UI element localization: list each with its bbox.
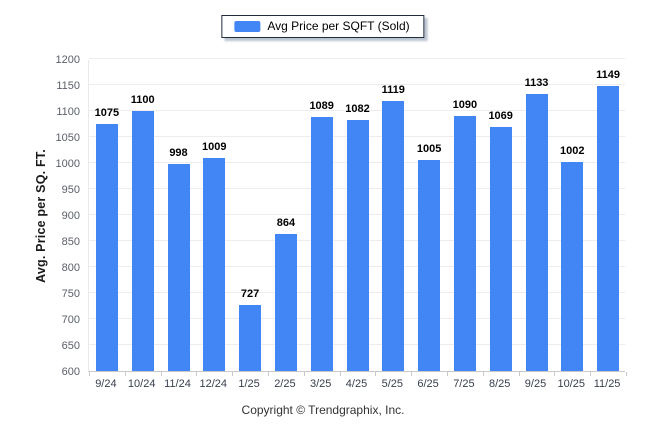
x-tick-label: 9/24 <box>95 378 117 390</box>
y-tick-label: 700 <box>61 314 80 326</box>
legend-swatch <box>234 20 261 32</box>
x-axis-tick <box>411 372 412 376</box>
bar <box>239 304 262 371</box>
y-tick-label: 1000 <box>55 158 80 170</box>
bar <box>489 127 512 371</box>
bar <box>418 160 441 371</box>
x-axis-tick <box>519 372 520 376</box>
bar-value-label: 1082 <box>345 103 370 116</box>
bar <box>525 93 548 371</box>
x-tick-label: 11/25 <box>593 378 621 390</box>
x-axis-tick <box>161 372 162 376</box>
x-tick-label: 8/25 <box>488 378 511 390</box>
legend-label: Avg Price per SQFT (Sold) <box>267 19 410 33</box>
y-tick-label: 1050 <box>55 132 80 144</box>
x-axis-tick <box>447 372 448 376</box>
gridline <box>89 84 625 85</box>
bar-value-label: 1075 <box>94 107 120 119</box>
y-tick-label: 950 <box>61 184 80 196</box>
x-tick-label: 7/25 <box>453 378 475 390</box>
x-tick-label: 9/25 <box>524 378 547 390</box>
x-axis-tick <box>590 372 591 376</box>
bar-value-label: 1009 <box>202 141 227 154</box>
x-tick-label: 6/25 <box>417 378 439 390</box>
x-tick-label: 12/24 <box>199 378 228 390</box>
x-tick-label: 5/25 <box>381 378 403 390</box>
y-tick-label: 900 <box>61 210 80 222</box>
bar-value-label: 1069 <box>488 110 513 123</box>
bar <box>310 116 333 371</box>
y-tick-label: 850 <box>61 236 80 248</box>
bar <box>453 116 476 371</box>
copyright-text: Copyright © Trendgraphix, Inc. <box>241 403 405 417</box>
plot-area: 1075 1100 998 1009 727 864 1089 1082 1119 1005 109… <box>88 58 627 376</box>
gridline <box>89 58 625 59</box>
x-axis-tick <box>268 372 269 376</box>
x-axis-tick <box>626 372 627 376</box>
x-tick-label: 4/25 <box>345 378 368 390</box>
x-tick-label: 2/25 <box>274 378 296 390</box>
x-tick-label: 10/24 <box>127 378 156 390</box>
bar <box>346 120 369 371</box>
y-tick-label: 750 <box>61 288 80 300</box>
gridline <box>89 110 625 111</box>
bar <box>203 158 226 371</box>
y-tick-label: 1200 <box>55 54 80 66</box>
x-axis-tick <box>483 372 484 376</box>
x-axis-tick <box>89 372 90 376</box>
bar <box>274 233 297 371</box>
bar-value-label: 1090 <box>452 99 478 112</box>
y-tick-label: 650 <box>61 340 80 352</box>
x-axis-tick <box>554 372 555 376</box>
bar <box>597 85 620 371</box>
x-tick-label: 10/25 <box>557 378 586 390</box>
x-axis-tick <box>375 372 376 376</box>
y-tick-label: 1150 <box>56 80 80 92</box>
bar-value-label: 864 <box>276 216 296 229</box>
bar-value-label: 1133 <box>524 76 549 89</box>
bar <box>382 101 405 371</box>
legend: Avg Price per SQFT (Sold) <box>221 15 425 38</box>
x-axis-tick <box>196 372 197 376</box>
bar <box>167 164 190 371</box>
x-axis-tick <box>304 372 305 376</box>
bar-value-label: 1100 <box>130 94 155 106</box>
x-axis-tick <box>340 372 341 376</box>
y-tick-label: 1100 <box>56 106 80 118</box>
bar-value-label: 1089 <box>309 99 334 112</box>
bar-value-label: 1002 <box>560 144 585 157</box>
bar-value-label: 1119 <box>381 84 405 97</box>
x-axis-tick <box>125 372 126 376</box>
bar-value-label: 1149 <box>596 68 621 81</box>
bar <box>131 111 154 371</box>
bar-value-label: 727 <box>240 287 260 300</box>
bar <box>95 124 118 371</box>
x-tick-label: 1/25 <box>238 378 260 390</box>
x-axis-tick <box>232 372 233 376</box>
bar-value-label: 1005 <box>416 143 442 156</box>
bar <box>561 161 584 371</box>
y-tick-label: 800 <box>61 262 80 274</box>
x-tick-label: 11/24 <box>164 378 191 390</box>
y-tick-label: 600 <box>61 366 80 378</box>
x-tick-label: 3/25 <box>309 378 332 390</box>
bar-value-label: 998 <box>169 147 188 160</box>
